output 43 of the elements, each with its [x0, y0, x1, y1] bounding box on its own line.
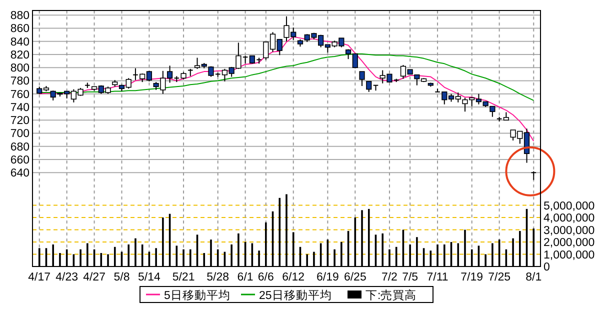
x-tick-label: 7/2 — [381, 272, 398, 284]
y-tick-label: 800 — [10, 62, 30, 75]
x-tick-label: 8/1 — [526, 272, 542, 284]
y-tick-label: 880 — [10, 10, 30, 22]
x-tick-label: 5/28 — [206, 272, 230, 284]
x-tick-label: 4/27 — [83, 272, 106, 284]
x-tick-label: 6/19 — [316, 272, 339, 284]
y-tick-label: 640 — [10, 168, 30, 180]
y-tick-label: 680 — [10, 141, 30, 154]
legend-label: 25日移動平均 — [259, 289, 332, 302]
y-tick-label: 840 — [10, 36, 30, 48]
x-tick-label: 6/6 — [258, 272, 274, 284]
x-tick-label: 7/5 — [402, 272, 418, 284]
legend-label: 下:売買高 — [366, 288, 417, 302]
y2-tick-label: 0 — [544, 262, 550, 274]
x-tick-label: 6/12 — [282, 272, 305, 284]
x-tick-label: 7/25 — [488, 272, 511, 284]
x-tick-label: 5/14 — [138, 272, 161, 284]
x-tick-label: 7/11 — [426, 272, 448, 284]
candlestick — [490, 106, 496, 118]
x-tick-label: 7/19 — [460, 272, 484, 284]
x-tick-label: 6/25 — [344, 272, 366, 284]
x-tick-label: 5/8 — [114, 272, 130, 284]
y-tick-label: 820 — [10, 49, 30, 62]
y2-tick-label: 1,000,000 — [544, 249, 595, 262]
y-tick-label: 780 — [10, 76, 30, 88]
y2-tick-label: 2,000,000 — [544, 237, 595, 249]
x-tick-label: 5/21 — [172, 272, 195, 284]
x-tick-label: 6/1 — [237, 272, 254, 284]
candlestick — [359, 71, 365, 86]
y2-tick-label: 3,000,000 — [544, 224, 595, 237]
y2-tick-label: 4,000,000 — [544, 212, 595, 225]
legend-label: 5日移動平均 — [164, 289, 230, 302]
y2-tick-label: 5,000,000 — [544, 200, 595, 212]
y-tick-label: 740 — [10, 102, 30, 114]
y-tick-label: 720 — [10, 115, 30, 128]
y-tick-label: 700 — [10, 128, 30, 140]
y-tick-label: 660 — [10, 154, 30, 167]
x-tick-label: 4/23 — [56, 272, 78, 284]
candlestick — [366, 80, 372, 92]
x-tick-label: 4/17 — [28, 272, 51, 284]
y-tick-label: 860 — [10, 23, 30, 36]
y-tick-label: 760 — [10, 88, 30, 101]
